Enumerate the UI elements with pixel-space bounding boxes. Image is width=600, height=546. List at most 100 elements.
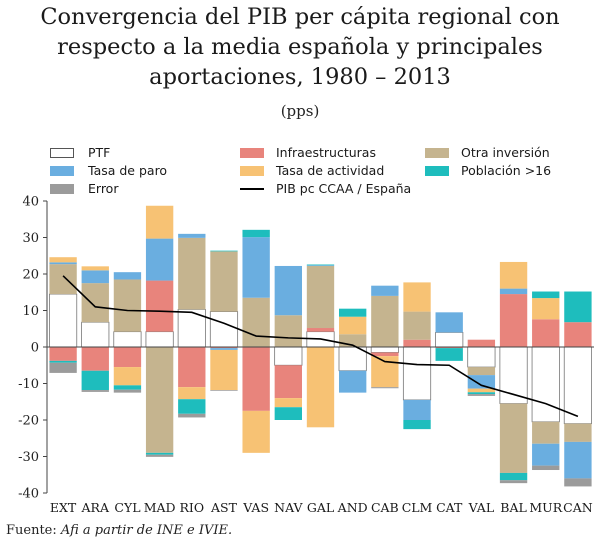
bar-segment — [49, 360, 77, 363]
bar-segment — [113, 279, 142, 332]
bar-segment — [467, 392, 496, 395]
bar-segment — [81, 283, 109, 323]
bar-segment — [435, 347, 463, 349]
bar-segment — [49, 262, 77, 265]
x-category-label: VAL — [468, 500, 495, 515]
bar-segment — [145, 452, 174, 455]
title-line-1: Convergencia del PIB per cápita regional… — [40, 4, 560, 30]
bar-segment — [564, 291, 592, 323]
chart-subtitle: (pps) — [280, 102, 320, 120]
y-tick-label: 30 — [22, 231, 39, 246]
bar-segment — [435, 331, 464, 348]
x-category-label: CAN — [563, 500, 593, 515]
bar-segment — [403, 399, 431, 420]
y-tick-label: 40 — [22, 195, 39, 210]
bar-segment — [210, 348, 238, 350]
bar-segment — [210, 349, 238, 391]
x-category-label: NAV — [274, 500, 303, 515]
source-note: Fuente: Afi a partir de INE e IVIE. — [6, 523, 232, 538]
bar-segment — [371, 295, 399, 347]
x-category-label: MUR — [529, 500, 562, 515]
bar-segment — [81, 390, 109, 392]
bar-segment — [532, 421, 560, 444]
bar-segment — [499, 288, 528, 295]
bar-segment — [242, 347, 270, 411]
bar-segment — [499, 403, 528, 473]
bar-segment — [339, 316, 367, 335]
bar-segment — [145, 331, 174, 348]
bar-segment — [49, 362, 77, 373]
y-tick-label: 0 — [31, 341, 39, 356]
bar-segment — [532, 291, 560, 299]
x-category-label: AST — [210, 500, 238, 515]
y-tick-label: -20 — [18, 414, 39, 429]
bar-segment — [113, 272, 142, 280]
bar-segment — [402, 346, 432, 401]
bar-segment — [306, 264, 335, 266]
bar-segment — [306, 265, 335, 329]
x-category-label: RIO — [179, 500, 204, 515]
bar-segment — [499, 472, 528, 481]
bar-segment — [242, 410, 270, 453]
bar-segment — [242, 229, 270, 238]
bar-segment — [564, 423, 592, 442]
y-tick-label: -10 — [18, 377, 39, 392]
bar-segment — [145, 347, 174, 453]
x-category-label: CYL — [114, 500, 140, 515]
bar-segment — [467, 346, 496, 368]
bar-segment — [178, 237, 206, 310]
bar-segment — [532, 465, 560, 471]
bar-segment — [499, 294, 528, 347]
bar-segment — [274, 398, 302, 408]
bar-segment — [403, 311, 431, 340]
bar-segment — [145, 205, 174, 239]
x-category-label: BAL — [500, 500, 527, 515]
bar-segment — [49, 264, 77, 295]
bar-segment — [242, 237, 270, 298]
bar-segment — [499, 480, 528, 484]
pib-line — [62, 275, 579, 418]
bar-segment — [371, 285, 399, 296]
x-category-label: AND — [337, 500, 368, 515]
bar-segment — [49, 347, 77, 361]
bar-segment — [339, 370, 367, 393]
bar-segment — [49, 257, 77, 263]
bar-segment — [178, 399, 206, 414]
chart-title: Convergencia del PIB per cápita regional… — [0, 2, 600, 92]
x-category-label: GAL — [307, 500, 334, 515]
bar-segment — [178, 413, 206, 418]
bar-segment — [532, 319, 560, 347]
bar-segment — [467, 339, 496, 347]
bar-segment — [145, 280, 174, 332]
bar-segment — [370, 346, 399, 353]
bar-segment — [81, 266, 109, 271]
x-category-label: CAB — [371, 500, 399, 515]
bar-segment — [274, 365, 302, 399]
bar-segment — [81, 270, 109, 284]
bar-segment — [178, 347, 206, 388]
bar-segment — [403, 282, 431, 312]
bar-segment — [145, 238, 174, 281]
bar-segment — [371, 387, 399, 389]
bar-segment — [210, 390, 238, 391]
bar-segment — [81, 321, 110, 348]
bar-segment — [563, 346, 592, 425]
bar-segment — [435, 348, 463, 361]
bar-segment — [564, 441, 592, 479]
bar-segment — [532, 298, 560, 320]
bar-segment — [210, 250, 238, 252]
bar-segment — [467, 394, 496, 396]
y-tick-label: -30 — [18, 450, 39, 465]
bar-segment — [532, 443, 560, 466]
bar-segment — [113, 385, 142, 390]
bar-segment — [274, 407, 302, 420]
bar-segment — [274, 315, 302, 347]
bar-segment — [306, 347, 335, 428]
x-category-label: VAS — [242, 500, 269, 515]
bar-segment — [49, 293, 78, 348]
bar-segment — [564, 322, 592, 347]
x-category-label: CAT — [436, 500, 463, 515]
bar-segment — [210, 251, 238, 312]
title-line-3: aportaciones, 1980 – 2013 — [149, 64, 451, 90]
